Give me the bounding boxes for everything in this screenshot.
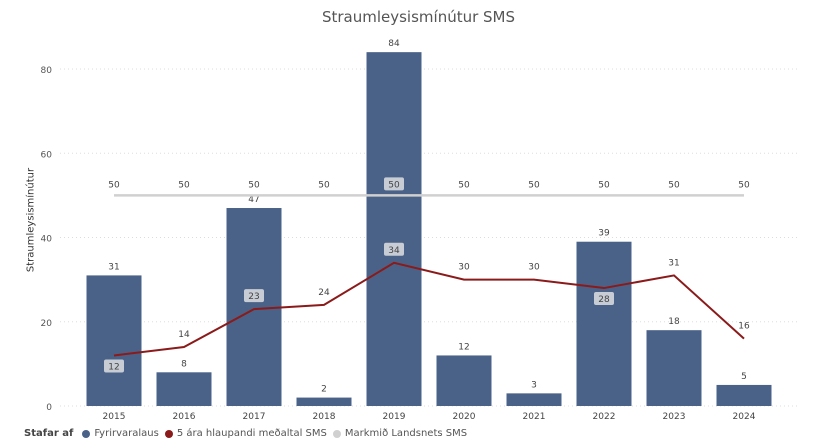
bar-value-label: 2 [321, 385, 327, 395]
y-tick-label: 80 [41, 66, 53, 76]
average-value-label: 31 [668, 258, 679, 268]
average-value-label-box [244, 289, 264, 303]
target-value-label: 50 [458, 180, 470, 190]
target-value-label: 50 [668, 180, 680, 190]
target-value-label-box [384, 177, 404, 191]
bar [506, 393, 562, 406]
bar [366, 52, 422, 407]
x-tick-label: 2020 [453, 412, 476, 422]
bar-value-label: 39 [598, 229, 610, 239]
average-value-label: 24 [318, 288, 330, 298]
bar-value-label: 31 [108, 262, 119, 272]
legend-dot-bar [82, 429, 91, 438]
target-value-label: 50 [528, 180, 540, 190]
average-value-label: 16 [738, 322, 750, 332]
legend-item-fyrirvaralaus[interactable]: Fyrirvaralaus [94, 428, 159, 439]
bar-value-label: 47 [248, 195, 259, 205]
average-value-label: 30 [528, 263, 540, 273]
bar-value-label: 8 [181, 359, 187, 369]
bar [646, 330, 702, 406]
target-value-label: 50 [248, 180, 260, 190]
bar [436, 355, 492, 406]
x-tick-label: 2018 [313, 412, 336, 422]
target-value-label: 50 [738, 180, 750, 190]
legend-dot-average [164, 429, 173, 438]
legend: Stafar af Fyrirvaralaus 5 ára hlaupandi … [24, 428, 467, 439]
bar-value-label: 3 [531, 380, 537, 390]
x-tick-label: 2019 [383, 412, 406, 422]
x-tick-label: 2022 [593, 412, 616, 422]
y-tick-label: 0 [46, 403, 52, 413]
chart-title: Straumleysismínútur SMS [321, 8, 516, 26]
bar-value-label: 12 [458, 342, 469, 352]
x-tick-label: 2024 [733, 412, 756, 422]
legend-dot-target [332, 429, 341, 438]
average-value-label: 28 [598, 295, 610, 305]
y-tick-label: 40 [41, 235, 53, 245]
average-value-label: 14 [178, 330, 190, 340]
average-line [113, 261, 745, 357]
bar [716, 384, 772, 406]
average-value-label: 23 [248, 292, 259, 302]
average-value-label-box [384, 242, 404, 256]
target-value-label: 50 [388, 180, 400, 190]
bar [226, 208, 282, 406]
bar-value-label: 84 [388, 39, 400, 49]
x-tick-label: 2023 [663, 412, 686, 422]
average-value-label: 12 [108, 362, 119, 372]
x-tick-label: 2015 [103, 412, 126, 422]
bar [296, 397, 352, 406]
target-value-label: 50 [178, 180, 190, 190]
target-value-label: 50 [598, 180, 610, 190]
target-value-label: 50 [108, 180, 120, 190]
x-tick-label: 2017 [243, 412, 266, 422]
x-tick-label: 2021 [523, 412, 546, 422]
target-value-label: 50 [318, 180, 330, 190]
average-value-label: 30 [458, 263, 470, 273]
x-tick-label: 2016 [173, 412, 196, 422]
average-value-label-box [594, 292, 614, 306]
bar-value-label: 18 [668, 317, 680, 327]
legend-item-average[interactable]: 5 ára hlaupandi meðaltal SMS [176, 428, 327, 439]
average-value-label: 34 [388, 246, 400, 256]
bar [156, 372, 212, 406]
bar-value-label: 5 [741, 372, 747, 382]
legend-item-target[interactable]: Markmið Landsnets SMS [344, 428, 468, 439]
y-tick-label: 60 [41, 150, 53, 160]
bar [576, 241, 632, 406]
average-value-label-box [104, 359, 124, 373]
legend-title: Stafar af [24, 428, 74, 439]
y-tick-label: 20 [41, 319, 53, 329]
bar [86, 275, 142, 406]
